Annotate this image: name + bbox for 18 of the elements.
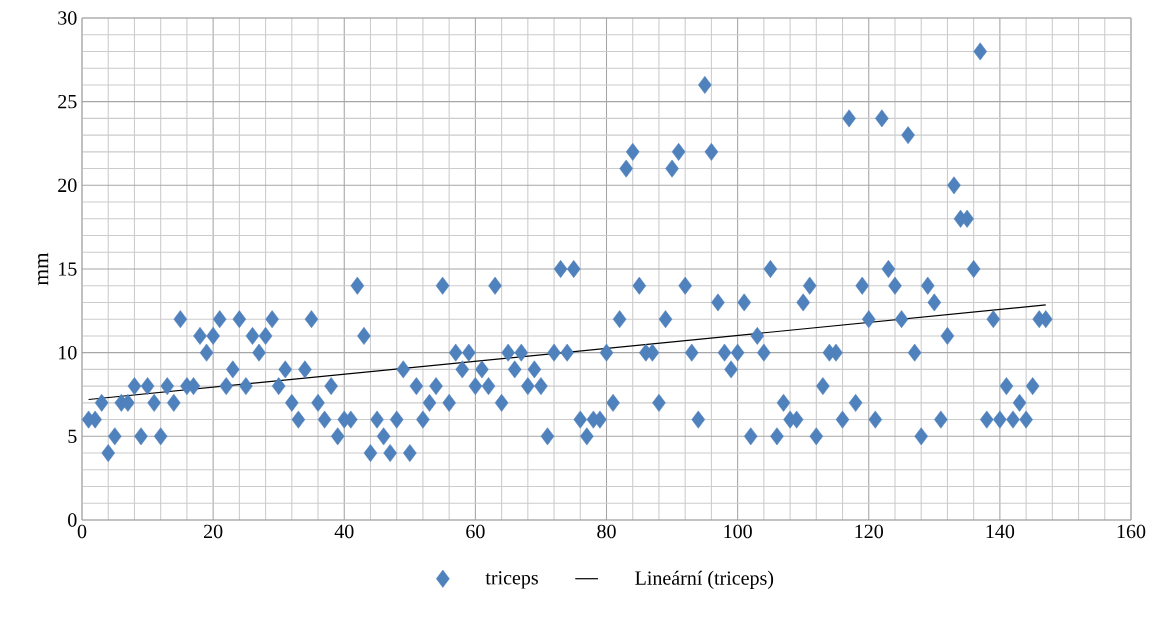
y-tick-label: 10 [59,345,77,360]
x-tick-label: 20 [204,524,223,539]
y-tick-label: 20 [58,178,77,193]
x-tick-label: 80 [597,524,616,539]
y-tick-label: 5 [68,429,77,443]
y-tick-label: 15 [59,262,77,276]
y-axis-title: mm [38,252,49,286]
x-tick-label: 120 [855,524,883,539]
x-tick-label: 100 [724,524,752,539]
legend-label: triceps [485,571,538,589]
legend-label: Lineární (triceps) [635,570,774,589]
y-tick-label: 0 [68,513,77,527]
x-tick-label: 140 [986,524,1015,539]
x-tick-label: 160 [1117,524,1146,539]
y-tick-label: 30 [58,11,77,25]
x-tick-label: 40 [334,524,354,539]
x-tick-label: 60 [466,524,485,539]
y-tick-label: 25 [58,94,77,109]
